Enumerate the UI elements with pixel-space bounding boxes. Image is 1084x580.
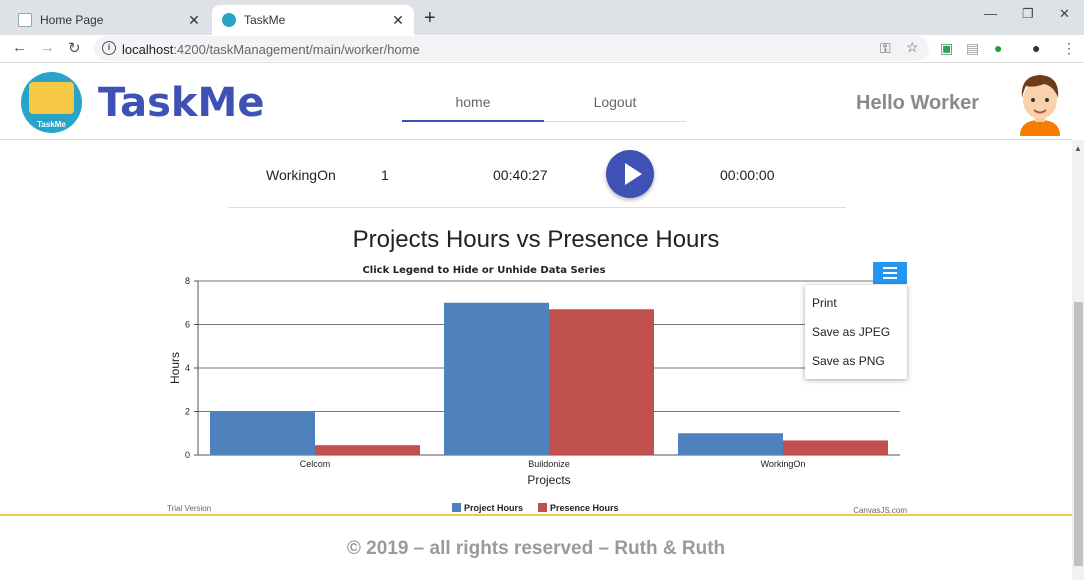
bar-presence-hours [315, 445, 420, 455]
scrollbar-thumb[interactable] [1074, 302, 1083, 566]
window-close-icon[interactable]: ✕ [1059, 6, 1070, 21]
bar-chart: Click Legend to Hide or Unhide Data Seri… [167, 265, 907, 515]
info-icon[interactable]: i [102, 41, 116, 55]
chart-credit: CanvasJS.com [853, 506, 907, 515]
legend-entry: Project Hours [464, 503, 523, 513]
scroll-up-icon[interactable]: ▲ [1074, 144, 1082, 153]
taskme-favicon-icon [222, 13, 236, 27]
task-timer: 00:00:00 [720, 167, 775, 183]
tab-title: TaskMe [244, 13, 286, 27]
logo-graphic [29, 82, 74, 114]
url-host: localhost [122, 42, 174, 57]
extension-icon[interactable]: ▤ [966, 40, 980, 56]
menu-item-save-png[interactable]: Save as PNG [812, 354, 885, 368]
greeting: Hello Worker [856, 92, 979, 114]
close-icon[interactable]: ✕ [392, 11, 404, 28]
task-row: WorkingOn 1 00:40:27 00:00:00 [228, 146, 846, 208]
legend-swatch [452, 503, 461, 512]
nav-home[interactable]: home [402, 94, 544, 122]
task-count: 1 [381, 167, 389, 183]
chart-export-menu: Print Save as JPEG Save as PNG [805, 285, 907, 379]
profile-icon[interactable]: ● [1032, 40, 1041, 56]
y-tick-label: 8 [185, 276, 190, 286]
logo-label: TaskMe [37, 120, 66, 129]
address-bar[interactable]: i localhost:4200/taskManagement/main/wor… [94, 36, 929, 61]
x-tick-label: WorkingOn [761, 459, 806, 469]
play-icon [625, 163, 642, 185]
y-axis-label: Hours [168, 352, 182, 384]
chart-subtitle: Click Legend to Hide or Unhide Data Seri… [362, 265, 605, 276]
back-icon[interactable]: ← [12, 39, 27, 56]
forward-icon[interactable]: → [40, 39, 55, 56]
menu-dots-icon[interactable]: ⋮ [1062, 40, 1076, 56]
app-header: TaskMe TaskMe home Logout Hello Worker [0, 64, 1072, 140]
x-tick-label: Buildonize [528, 459, 570, 469]
chart-heading: Projects Hours vs Presence Hours [352, 226, 720, 253]
tab-home-page[interactable]: Home Page ✕ [8, 5, 210, 35]
menu-item-print[interactable]: Print [812, 296, 837, 310]
legend-swatch [538, 503, 547, 512]
main-nav: home Logout [402, 82, 686, 122]
browser-tabstrip: Home Page ✕ TaskMe ✕ + — ❐ ✕ [0, 0, 1084, 35]
extension-icon[interactable]: ▣ [940, 40, 954, 56]
restore-icon[interactable]: ❐ [1022, 6, 1034, 21]
y-tick-label: 0 [185, 450, 190, 460]
minimize-icon[interactable]: — [984, 6, 997, 21]
footer-copyright: © 2019 – all rights reserved – Ruth & Ru… [346, 538, 726, 559]
chart-menu-button[interactable] [873, 262, 907, 284]
bookmark-star-icon[interactable]: ☆ [906, 39, 919, 55]
nav-logout[interactable]: Logout [593, 94, 637, 110]
bar-project-hours [444, 302, 549, 455]
close-icon[interactable]: ✕ [188, 11, 200, 28]
taskme-logo[interactable]: TaskMe [21, 72, 82, 133]
tab-title: Home Page [40, 13, 104, 27]
brand-title: TaskMe [98, 80, 265, 126]
legend-entry: Presence Hours [550, 503, 619, 513]
footer-divider [0, 514, 1072, 516]
document-icon [18, 13, 32, 27]
y-tick-label: 2 [185, 407, 190, 417]
menu-item-save-jpeg[interactable]: Save as JPEG [812, 325, 891, 339]
bar-presence-hours [783, 440, 888, 455]
key-icon[interactable]: ⚿ [880, 40, 891, 56]
avatar [1020, 75, 1060, 136]
play-button[interactable] [606, 150, 654, 198]
url-path: :4200/taskManagement/main/worker/home [173, 42, 420, 57]
trial-version-label: Trial Version [167, 504, 211, 513]
tab-taskme[interactable]: TaskMe ✕ [212, 5, 414, 35]
task-name: WorkingOn [266, 167, 336, 183]
y-tick-label: 6 [185, 320, 190, 330]
y-tick-label: 4 [185, 363, 190, 373]
x-tick-label: Celcom [300, 459, 331, 469]
browser-toolbar: ← → ↻ i localhost:4200/taskManagement/ma… [0, 35, 1084, 63]
url-text[interactable]: localhost:4200/taskManagement/main/worke… [122, 42, 420, 57]
bar-presence-hours [549, 309, 654, 455]
bar-project-hours [210, 411, 315, 455]
x-axis-label: Projects [527, 473, 570, 487]
reload-icon[interactable]: ↻ [68, 40, 81, 57]
bar-project-hours [678, 433, 783, 455]
extension-icon[interactable]: ● [994, 40, 1003, 56]
new-tab-icon[interactable]: + [424, 7, 436, 29]
task-elapsed: 00:40:27 [493, 167, 548, 183]
